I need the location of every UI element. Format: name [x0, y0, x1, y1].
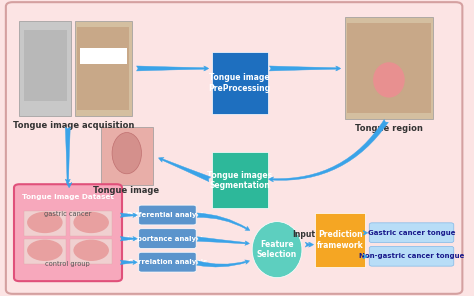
FancyBboxPatch shape: [347, 23, 431, 113]
FancyBboxPatch shape: [14, 184, 122, 281]
Text: Gastric cancer tongue: Gastric cancer tongue: [368, 230, 455, 236]
Text: Correlation analysis: Correlation analysis: [128, 259, 207, 265]
FancyBboxPatch shape: [316, 213, 365, 267]
Ellipse shape: [73, 240, 109, 261]
Text: gastric cancer: gastric cancer: [44, 211, 91, 217]
Text: Non-gastric cancer tongue: Non-gastric cancer tongue: [359, 253, 464, 259]
Text: Tongue image
PreProcessing: Tongue image PreProcessing: [209, 73, 271, 93]
Ellipse shape: [252, 222, 302, 278]
Text: Differential analysis: Differential analysis: [127, 212, 208, 218]
FancyBboxPatch shape: [80, 48, 127, 64]
FancyBboxPatch shape: [139, 229, 196, 248]
Ellipse shape: [27, 212, 63, 233]
Ellipse shape: [27, 240, 63, 261]
Text: Feature
Selection: Feature Selection: [257, 240, 297, 259]
FancyBboxPatch shape: [19, 21, 72, 116]
Text: control group: control group: [46, 261, 90, 267]
FancyBboxPatch shape: [345, 17, 433, 118]
FancyBboxPatch shape: [139, 205, 196, 225]
FancyBboxPatch shape: [211, 152, 268, 208]
FancyBboxPatch shape: [70, 211, 112, 236]
Text: Tongue image acquisition: Tongue image acquisition: [13, 121, 134, 131]
FancyBboxPatch shape: [6, 2, 462, 294]
FancyBboxPatch shape: [369, 223, 454, 242]
Text: Tongue Image Dataset: Tongue Image Dataset: [22, 194, 114, 200]
Ellipse shape: [112, 133, 141, 174]
Text: Tongue images
Segmentation: Tongue images Segmentation: [207, 171, 273, 190]
FancyBboxPatch shape: [211, 52, 268, 114]
Text: Importance analysis: Importance analysis: [128, 236, 208, 242]
Ellipse shape: [373, 62, 405, 98]
Text: Tongue region: Tongue region: [355, 124, 423, 133]
FancyBboxPatch shape: [24, 211, 66, 236]
Ellipse shape: [73, 212, 109, 233]
FancyBboxPatch shape: [75, 21, 131, 116]
FancyBboxPatch shape: [24, 239, 66, 264]
Text: Input: Input: [292, 230, 315, 239]
FancyBboxPatch shape: [139, 252, 196, 272]
FancyBboxPatch shape: [77, 27, 129, 110]
Text: Prediction
framework: Prediction framework: [317, 230, 364, 250]
Text: Tongue image: Tongue image: [93, 186, 160, 195]
FancyBboxPatch shape: [24, 30, 67, 101]
FancyBboxPatch shape: [70, 239, 112, 264]
FancyBboxPatch shape: [369, 246, 454, 266]
FancyBboxPatch shape: [101, 127, 153, 185]
